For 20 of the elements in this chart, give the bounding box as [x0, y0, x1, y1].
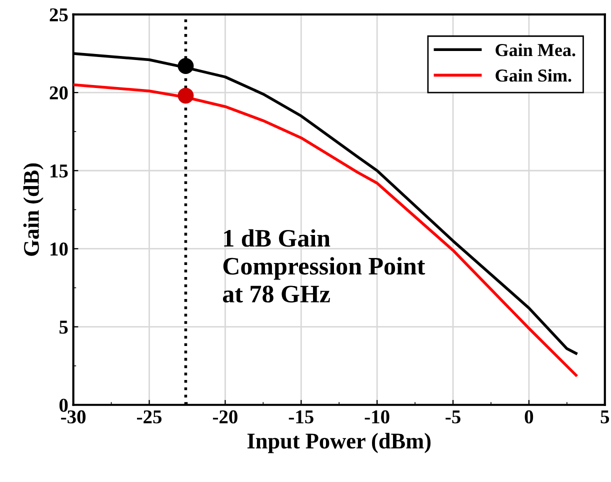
x-tick-label: -30 — [61, 410, 86, 424]
line-series — [73, 83, 578, 377]
x-axis-title: Input Power (dBm) — [247, 432, 431, 454]
y-tick-label: 15 — [50, 164, 68, 178]
x-tick-label: -5 — [446, 410, 460, 424]
legend-label: Gain Mea. — [496, 43, 576, 56]
x-tick-label: -10 — [364, 410, 390, 424]
x-tick-label: -25 — [137, 410, 162, 424]
legend-label: Gain Sim. — [496, 68, 572, 82]
y-tick-label: 20 — [50, 86, 68, 100]
x-tick-label: 5 — [600, 410, 610, 424]
y-tick-label: 5 — [60, 320, 68, 334]
y-tick-label: 25 — [50, 8, 68, 22]
y-axis-title: Gain (dB) — [23, 163, 44, 256]
x-tick-label: -15 — [288, 410, 314, 424]
y-tick-label: 10 — [50, 242, 68, 256]
x-tick-label: -20 — [212, 410, 238, 424]
y-tick-label: 0 — [59, 398, 68, 412]
x-tick-label: 0 — [524, 410, 534, 424]
annotation: 1 dB Gain Compression Point at 78 GHz — [222, 229, 426, 303]
